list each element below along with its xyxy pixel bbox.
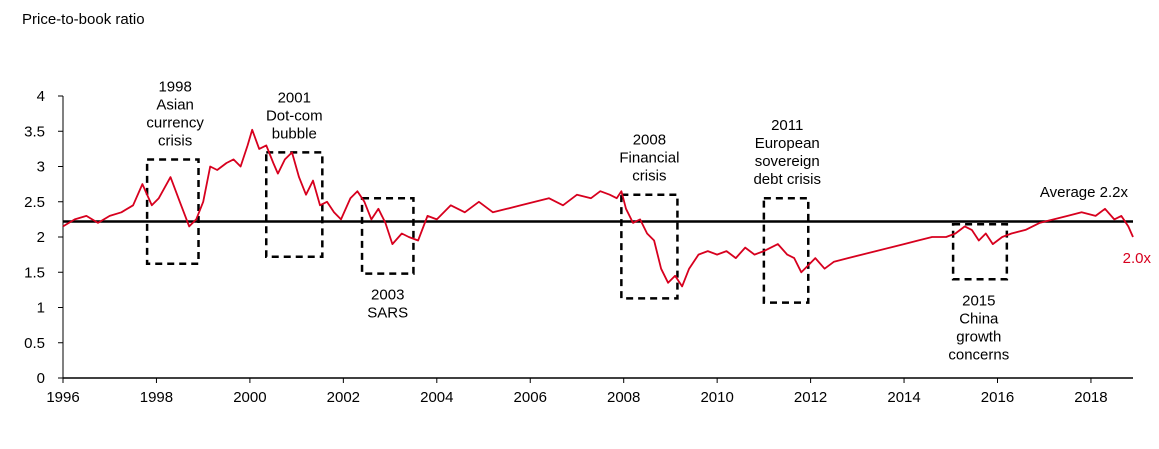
x-tick-label: 1998 — [140, 389, 173, 406]
x-tick-label: 2014 — [887, 389, 920, 406]
end-value-label: 2.0x — [1123, 250, 1152, 267]
annotation-box — [360, 196, 415, 275]
y-tick-label: 3 — [37, 159, 45, 176]
annotation-label: 2015 China growth concerns — [948, 292, 1009, 363]
x-axis: 1996 1998 2000 2002 2004 2006 2008 2010 2012 2014… — [46, 377, 1133, 406]
average-line-group: Average 2.2x — [63, 184, 1133, 223]
annotation-label: 2001 Dot-com bubble — [266, 89, 323, 142]
y-tick-label: 0.5 — [24, 335, 45, 352]
annotation-box — [762, 196, 810, 304]
annotation-box — [951, 223, 1009, 281]
x-tick-label: 2012 — [794, 389, 827, 406]
y-tick-label: 1.5 — [24, 264, 45, 281]
x-tick-label: 2006 — [514, 389, 547, 406]
y-axis: 0 0.5 1 1.5 2 2.5 3 3.5 4 — [24, 88, 64, 387]
x-tick-label: 2002 — [327, 389, 360, 406]
x-tick-label: 2000 — [233, 389, 266, 406]
y-tick-label: 1 — [37, 300, 45, 317]
y-tick-label: 2 — [37, 229, 45, 246]
annotation-label: 2003 SARS — [367, 287, 408, 322]
y-tick-label: 2.5 — [24, 194, 45, 211]
end-labels: 2.0x — [1123, 250, 1152, 267]
average-label: Average 2.2x — [1040, 184, 1129, 201]
y-axis-title: Price-to-book ratio — [22, 11, 145, 28]
series-group — [62, 128, 1134, 288]
annotation-box — [145, 158, 200, 266]
series-line — [62, 128, 1134, 288]
annotation-label: 1998 Asian currency crisis — [146, 78, 204, 149]
x-tick-label: 1996 — [46, 389, 79, 406]
y-tick-label: 3.5 — [24, 123, 45, 140]
y-tick-label: 4 — [37, 88, 45, 105]
x-tick-label: 2008 — [607, 389, 640, 406]
x-tick-label: 2018 — [1074, 389, 1107, 406]
annotation-label: 2011 European sovereign debt crisis — [753, 117, 821, 188]
y-tick-label: 0 — [37, 370, 45, 387]
annotation-label: 2008 Financial crisis — [619, 132, 679, 185]
x-tick-label: 2010 — [700, 389, 733, 406]
x-tick-label: 2004 — [420, 389, 453, 406]
x-tick-label: 2016 — [981, 389, 1014, 406]
crisis-annotations: 1998 Asian currency crisis 2001 Dot-com bubble… — [145, 78, 1009, 363]
annotation-box — [620, 193, 679, 300]
